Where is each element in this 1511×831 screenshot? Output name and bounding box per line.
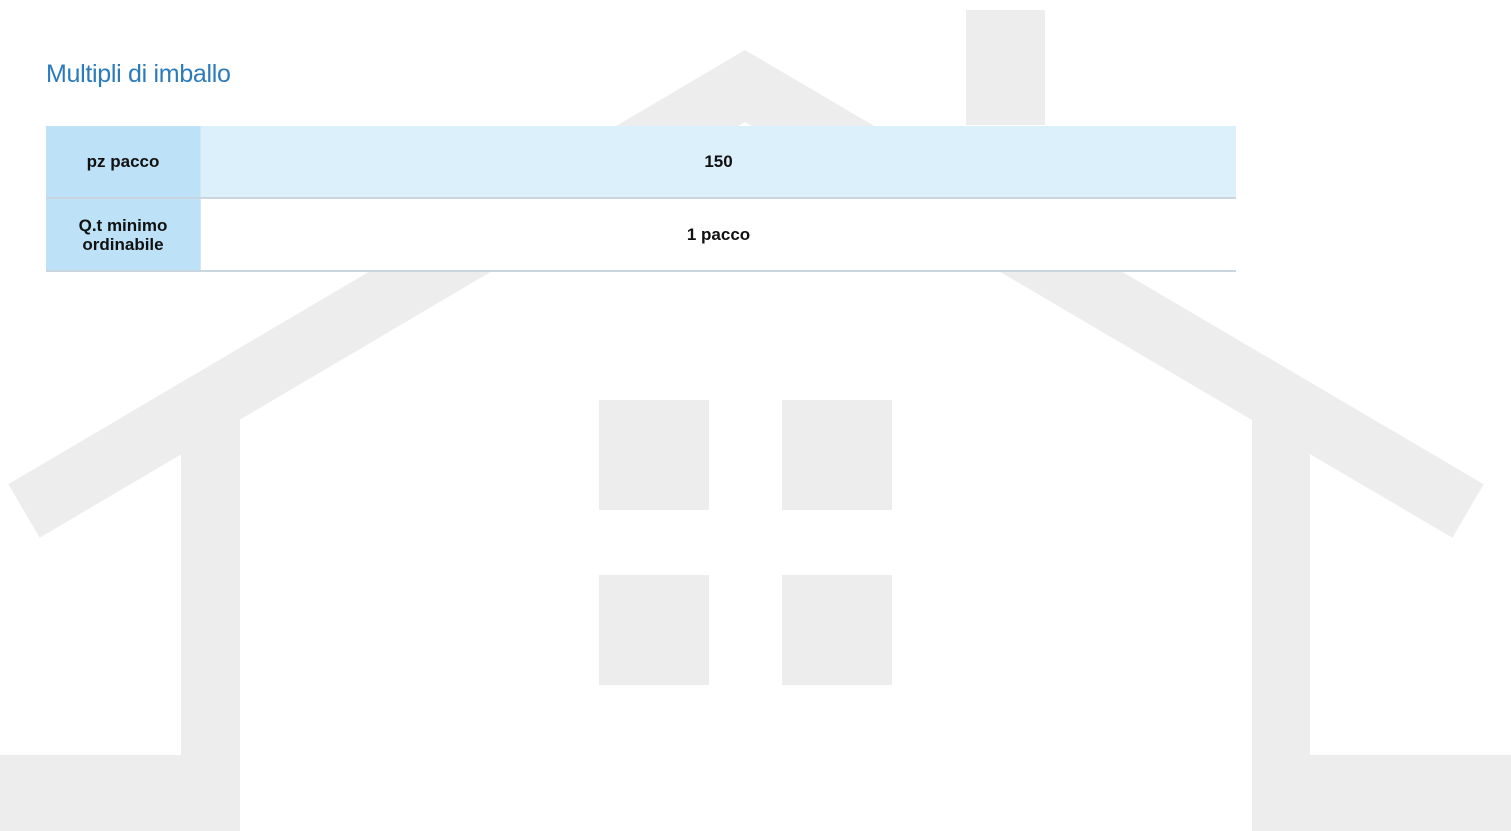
window (782, 575, 892, 685)
packaging-table: pz pacco 150 Q.t minimo ordinabile 1 pac… (46, 126, 1236, 272)
background-house (0, 0, 1511, 831)
row-header: Q.t minimo ordinabile (46, 198, 201, 271)
ground-right (1252, 755, 1511, 831)
row-header: pz pacco (46, 126, 201, 198)
page: Multipli di imballo pz pacco 150 Q.t min… (0, 0, 1511, 831)
row-value: 150 (201, 126, 1237, 198)
window (782, 400, 892, 510)
table-row: Q.t minimo ordinabile 1 pacco (46, 198, 1236, 271)
chimney (966, 10, 1045, 125)
row-value: 1 pacco (201, 198, 1237, 271)
table-row: pz pacco 150 (46, 126, 1236, 198)
window (599, 575, 709, 685)
window (599, 400, 709, 510)
ground-left (0, 755, 240, 831)
section-title: Multipli di imballo (46, 60, 231, 89)
